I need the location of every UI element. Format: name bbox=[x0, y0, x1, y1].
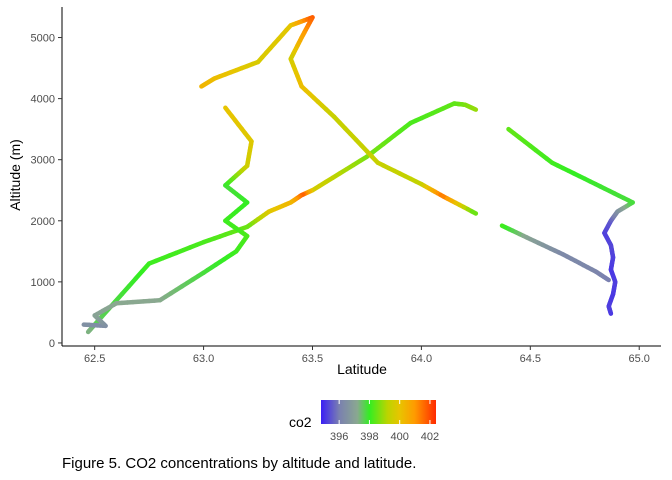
y-tick-label: 2000 bbox=[31, 216, 55, 228]
x-tick-label: 63.0 bbox=[193, 353, 214, 365]
track-segment bbox=[506, 126, 517, 136]
legend-colorbar bbox=[321, 400, 436, 424]
flight-track-2 bbox=[85, 101, 479, 335]
legend-tick-label: 396 bbox=[330, 431, 348, 443]
figure-caption: Figure 5. CO2 concentrations by altitude… bbox=[62, 455, 417, 472]
track-segment bbox=[85, 328, 92, 335]
x-axis-title: Latitude bbox=[337, 361, 387, 377]
flight-track-4 bbox=[199, 15, 479, 216]
legend-ticks: 396 398 400 402 bbox=[330, 400, 439, 443]
track-segment bbox=[604, 276, 611, 283]
y-tick-label: 3000 bbox=[31, 155, 55, 167]
flight-track-3 bbox=[81, 105, 254, 329]
x-tick-label: 63.5 bbox=[302, 353, 323, 365]
co2-flight-tracks bbox=[81, 15, 635, 335]
legend-tick-label: 398 bbox=[360, 431, 378, 443]
x-tick-label: 64.5 bbox=[520, 353, 541, 365]
x-tick-label: 62.5 bbox=[84, 353, 105, 365]
legend-tick-label: 400 bbox=[391, 431, 409, 443]
legend-tick-label: 402 bbox=[421, 431, 439, 443]
y-axis-title: Altitude (m) bbox=[7, 139, 23, 211]
track-segment bbox=[223, 105, 231, 115]
y-tick-label: 0 bbox=[49, 338, 55, 350]
chart: 62.5 63.0 63.5 64.0 64.5 65.0 0 1000 2000 3000 400… bbox=[7, 7, 661, 443]
x-tick-label: 64.0 bbox=[411, 353, 432, 365]
x-tick-label: 65.0 bbox=[629, 353, 650, 365]
axes: 62.5 63.0 63.5 64.0 64.5 65.0 0 1000 2000 3000 400… bbox=[31, 7, 661, 365]
y-tick-label: 1000 bbox=[31, 277, 55, 289]
flight-track-5 bbox=[499, 223, 611, 283]
legend-title: co2 bbox=[289, 414, 312, 430]
co2-legend: co2 396 398 400 402 bbox=[289, 400, 439, 443]
y-tick-label: 5000 bbox=[31, 33, 55, 45]
flight-track-1 bbox=[506, 126, 635, 316]
y-tick-label: 4000 bbox=[31, 94, 55, 106]
track-segment bbox=[469, 209, 479, 216]
